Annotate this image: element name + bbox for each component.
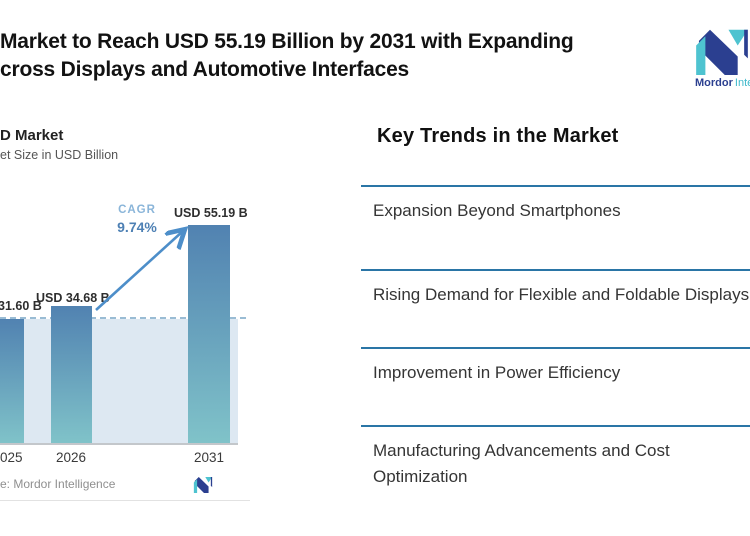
baseline-dashed-line (0, 317, 246, 319)
brand-name-light: Inte (734, 77, 750, 89)
bar-value-label-2026: USD 34.68 B (36, 291, 110, 305)
trend-item-expansion: Expansion Beyond Smartphones (361, 185, 750, 224)
mordor-mini-logo-icon (190, 476, 216, 498)
mordor-m-logo-icon (695, 29, 749, 79)
trends-heading: Key Trends in the Market (377, 125, 619, 147)
bar-value-label-2031: USD 55.19 B (174, 206, 248, 220)
chart-source: e: Mordor Intelligence (0, 477, 116, 491)
cagr-growth-arrow-icon (90, 222, 195, 322)
trend-item-manufacturing: Manufacturing Advancements and Cost Opti… (361, 425, 750, 490)
page-title-line2: cross Displays and Automotive Interfaces (0, 58, 410, 81)
trend-item-power-efficiency: Improvement in Power Efficiency (361, 347, 750, 386)
page-title-line1: Market to Reach USD 55.19 Billion by 203… (0, 30, 574, 53)
bar-value-label-2025: 31.60 B (0, 299, 42, 313)
cagr-value: 9.74% (117, 219, 157, 235)
chart-card-bottom-border (0, 500, 250, 501)
chart-title: D Market (0, 127, 64, 144)
bar-2026 (51, 306, 92, 444)
page-title: Market to Reach USD 55.19 Billion by 203… (0, 28, 690, 84)
x-axis-line (0, 443, 238, 445)
bar-2031 (188, 225, 230, 444)
x-tick-2031: 2031 (193, 450, 225, 465)
x-tick-2025: 025 (0, 450, 23, 465)
bar-2025 (0, 319, 24, 444)
trend-item-flexible-displays: Rising Demand for Flexible and Foldable … (361, 269, 750, 308)
chart-subtitle: et Size in USD Billion (0, 148, 119, 162)
brand-name-bold: Mordor (695, 77, 733, 89)
cagr-label: CAGR (118, 204, 156, 216)
x-tick-2026: 2026 (55, 450, 87, 465)
